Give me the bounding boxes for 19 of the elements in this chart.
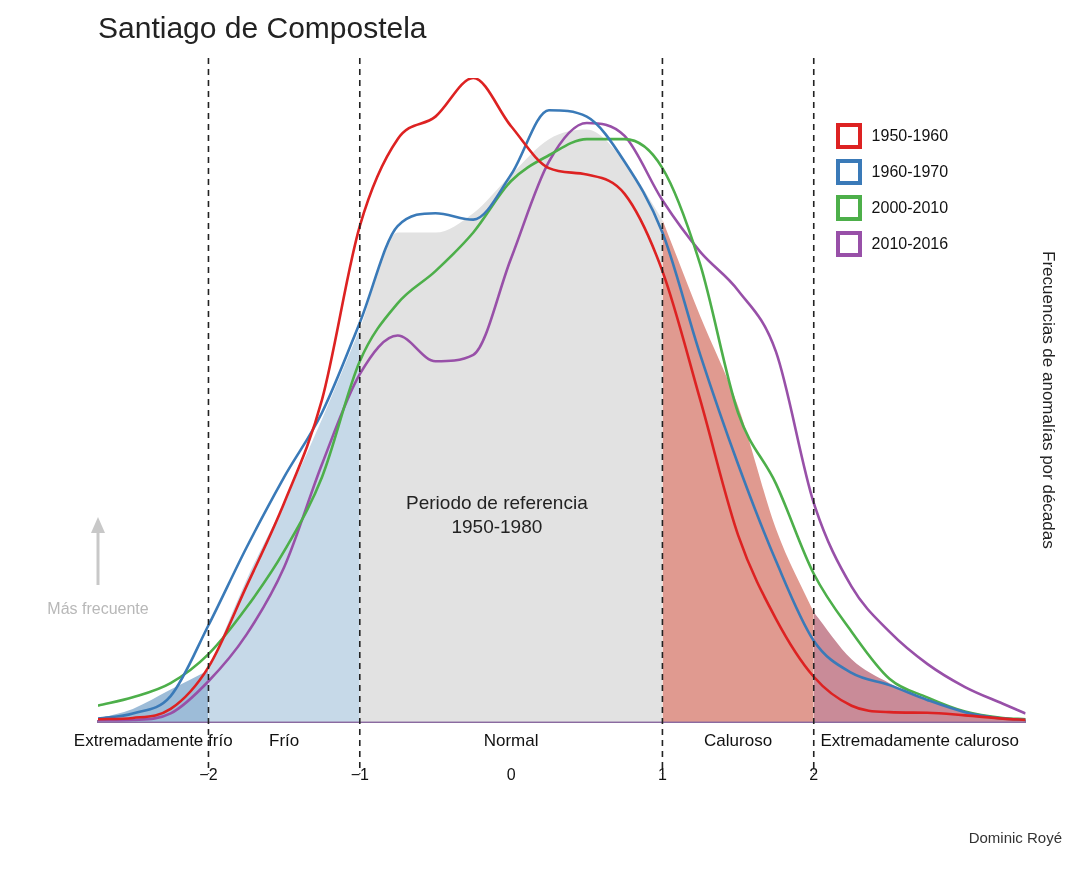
legend-label: 1960-1970 xyxy=(871,163,949,181)
x-tick-label: −2 xyxy=(199,765,218,783)
legend-label: 2010-2016 xyxy=(871,235,949,253)
annotation: Periodo de referencia 1950-1980 xyxy=(406,492,589,538)
annotation: Más frecuente xyxy=(47,600,149,618)
x-tick-label: 0 xyxy=(506,765,516,783)
y-axis-title: Frecuencias de anomalías por décadas xyxy=(1039,251,1059,549)
x-tick-label: 2 xyxy=(809,765,819,783)
text: Frío xyxy=(269,731,300,751)
text: Extremadamente caluroso xyxy=(820,731,1019,751)
text: Dominic Royé xyxy=(968,829,1062,847)
text: Extremadamente frío xyxy=(73,731,233,751)
text: Caluroso xyxy=(704,731,773,751)
x-tick-label: 1 xyxy=(657,765,667,783)
legend-label: 2000-2010 xyxy=(871,199,949,217)
legend-label: 1950-1960 xyxy=(871,127,949,145)
chart-title: Santiago de Compostela xyxy=(98,11,427,45)
text: Normal xyxy=(483,731,539,751)
x-tick-label: −1 xyxy=(350,765,369,783)
